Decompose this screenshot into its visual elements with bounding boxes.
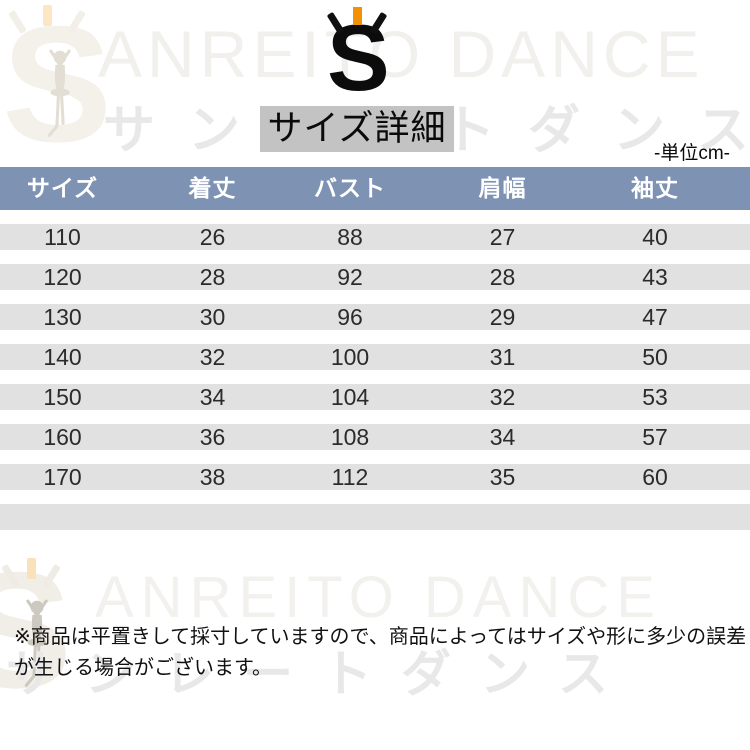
table-cell: 34 xyxy=(199,384,226,410)
table-row: 140 32 100 31 50 xyxy=(0,344,750,370)
watermark-brand-katakana-bottom: サンレートダンス xyxy=(6,646,637,702)
table-cell: 57 xyxy=(642,424,668,450)
watermark-brand-latin-top: ANREITO DANCE xyxy=(98,17,705,91)
table-cell: 170 xyxy=(43,464,82,490)
watermark-ray-center-icon xyxy=(27,558,36,579)
table-row: 130 30 96 29 47 xyxy=(0,304,750,330)
column-header-bust: バスト xyxy=(314,175,386,201)
table-cell: 32 xyxy=(199,344,226,370)
column-header-sleeve: 袖丈 xyxy=(631,175,679,201)
watermark-ray-center-icon xyxy=(43,5,52,26)
disclaimer-line-1: ※商品は平置きして採寸していますので、商品によってはサイズや形に多少の誤差 xyxy=(14,626,747,648)
table-cell: 35 xyxy=(489,464,516,490)
ballet-dancer-icon xyxy=(47,49,71,137)
table-cell: 30 xyxy=(199,304,226,330)
table-cell: 140 xyxy=(43,344,82,370)
table-cell: 112 xyxy=(331,464,369,490)
table-cell: 50 xyxy=(642,344,668,370)
table-cell: 31 xyxy=(489,344,516,370)
table-cell: 26 xyxy=(199,224,226,250)
table-cell: 100 xyxy=(330,344,370,370)
brand-logo: S xyxy=(326,5,390,105)
table-cell: 60 xyxy=(642,464,668,490)
table-row: 120 28 92 28 43 xyxy=(0,264,750,290)
table-row-empty xyxy=(0,504,750,530)
size-table-header: サイズ 着丈 バスト 肩幅 袖丈 xyxy=(0,167,750,210)
table-cell: 160 xyxy=(43,424,82,450)
column-header-size: サイズ xyxy=(26,175,99,201)
table-row: 110 26 88 27 40 xyxy=(0,224,750,250)
unit-label: -単位cm- xyxy=(654,143,730,164)
table-cell: 29 xyxy=(489,304,516,330)
table-cell: 92 xyxy=(337,264,363,290)
table-cell: 130 xyxy=(43,304,82,330)
column-header-shoulder: 肩幅 xyxy=(478,175,527,201)
table-cell: 88 xyxy=(337,224,363,250)
page-title: サイズ詳細 xyxy=(260,106,454,152)
disclaimer-line-2: が生じる場合がございます。 xyxy=(14,657,272,679)
table-cell: 104 xyxy=(330,384,370,410)
table-cell: 28 xyxy=(199,264,226,290)
table-cell: 120 xyxy=(43,264,82,290)
table-cell: 47 xyxy=(642,304,668,330)
ballet-dancer-icon xyxy=(24,599,48,687)
measurement-disclaimer: ※商品は平置きして採寸していますので、商品によってはサイズや形に多少の誤差 が生… xyxy=(14,622,746,684)
table-row: 160 36 108 34 57 xyxy=(0,424,750,450)
table-row: 170 38 112 35 60 xyxy=(0,464,750,490)
table-cell: 43 xyxy=(642,264,668,290)
column-header-length: 着丈 xyxy=(188,175,237,201)
table-row: 150 34 104 32 53 xyxy=(0,384,750,410)
table-cell: 110 xyxy=(44,224,81,250)
table-cell: 28 xyxy=(489,264,516,290)
table-cell: 36 xyxy=(199,424,226,450)
table-cell: 108 xyxy=(330,424,370,450)
table-cell: 96 xyxy=(337,304,363,330)
logo-ray-center-icon xyxy=(353,7,362,25)
table-cell: 27 xyxy=(489,224,516,250)
table-cell: 38 xyxy=(199,464,226,490)
watermark-brand-latin-bottom: ANREITO DANCE xyxy=(95,565,662,630)
table-cell: 150 xyxy=(43,384,82,410)
size-table-body: 110 26 88 27 40 120 28 92 28 43 130 30 9… xyxy=(0,224,750,544)
table-cell: 32 xyxy=(489,384,516,410)
table-cell: 34 xyxy=(489,424,516,450)
table-cell: 40 xyxy=(642,224,668,250)
table-cell: 53 xyxy=(642,384,668,410)
